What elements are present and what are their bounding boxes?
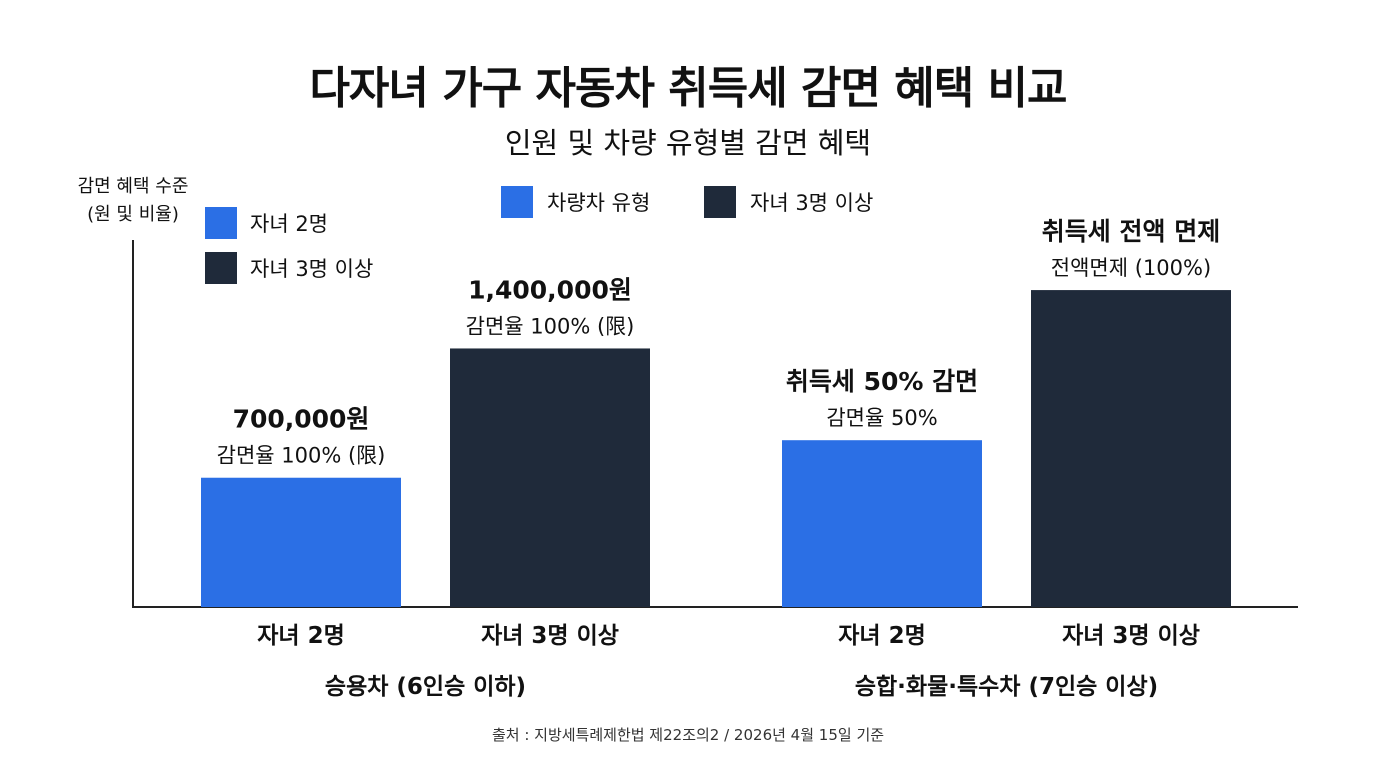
group-label: 승용차 (6인승 이하) <box>325 674 526 700</box>
bar-rate-label: 감면율 100% (限) <box>217 444 386 468</box>
y-axis-label-line: (원 및 비율) <box>87 204 179 225</box>
bar-value-label: 700,000원 <box>233 405 370 434</box>
legend-top-label: 자녀 3명 이상 <box>750 191 873 215</box>
bar-1-1 <box>201 477 401 607</box>
legend-top-swatch <box>704 186 736 218</box>
y-axis-label-line: 감면 혜택 수준 <box>78 176 189 197</box>
bar-value-label: 취득세 전액 면제 <box>1042 217 1220 246</box>
legend-top-swatch <box>501 186 533 218</box>
legend-left-label: 자녀 3명 이상 <box>250 257 373 281</box>
chart-title: 다자녀 가구 자동차 취득세 감면 혜택 비교 <box>309 63 1067 114</box>
x-tick-label: 자녀 2명 <box>257 623 345 649</box>
bar-rate-label: 감면율 50% <box>826 406 937 430</box>
legend-top: 차량차 유형 자녀 3명 이상 <box>501 186 873 218</box>
x-tick-label: 자녀 3명 이상 <box>481 623 619 649</box>
legend-left-swatch <box>205 207 237 239</box>
legend-left-swatch <box>205 252 237 284</box>
bar-value-label: 1,400,000원 <box>468 275 632 304</box>
group-label: 승합·화물·특수차 (7인승 이상) <box>855 674 1158 700</box>
bar-rate-label: 감면율 100% (限) <box>466 314 635 338</box>
source-note: 출처 : 지방세특례제한법 제22조의2 / 2026년 4월 15일 기준 <box>491 726 885 744</box>
bar-value-label: 취득세 50% 감면 <box>786 367 978 396</box>
bar-2-2 <box>1031 290 1231 607</box>
bar-2-1 <box>782 440 982 607</box>
bar-1-2 <box>450 348 650 607</box>
bar-rate-label: 전액면제 (100%) <box>1051 256 1211 280</box>
x-tick-label: 자녀 3명 이상 <box>1062 623 1200 649</box>
x-tick-label: 자녀 2명 <box>838 623 926 649</box>
legend-left-label: 자녀 2명 <box>250 212 328 236</box>
y-axis-label: 감면 혜택 수준 (원 및 비율) <box>78 176 189 225</box>
legend-top-label: 차량차 유형 <box>547 191 650 215</box>
chart-subtitle: 인원 및 차량 유형별 감면 혜택 <box>504 126 872 160</box>
bars-layer <box>201 290 1231 607</box>
